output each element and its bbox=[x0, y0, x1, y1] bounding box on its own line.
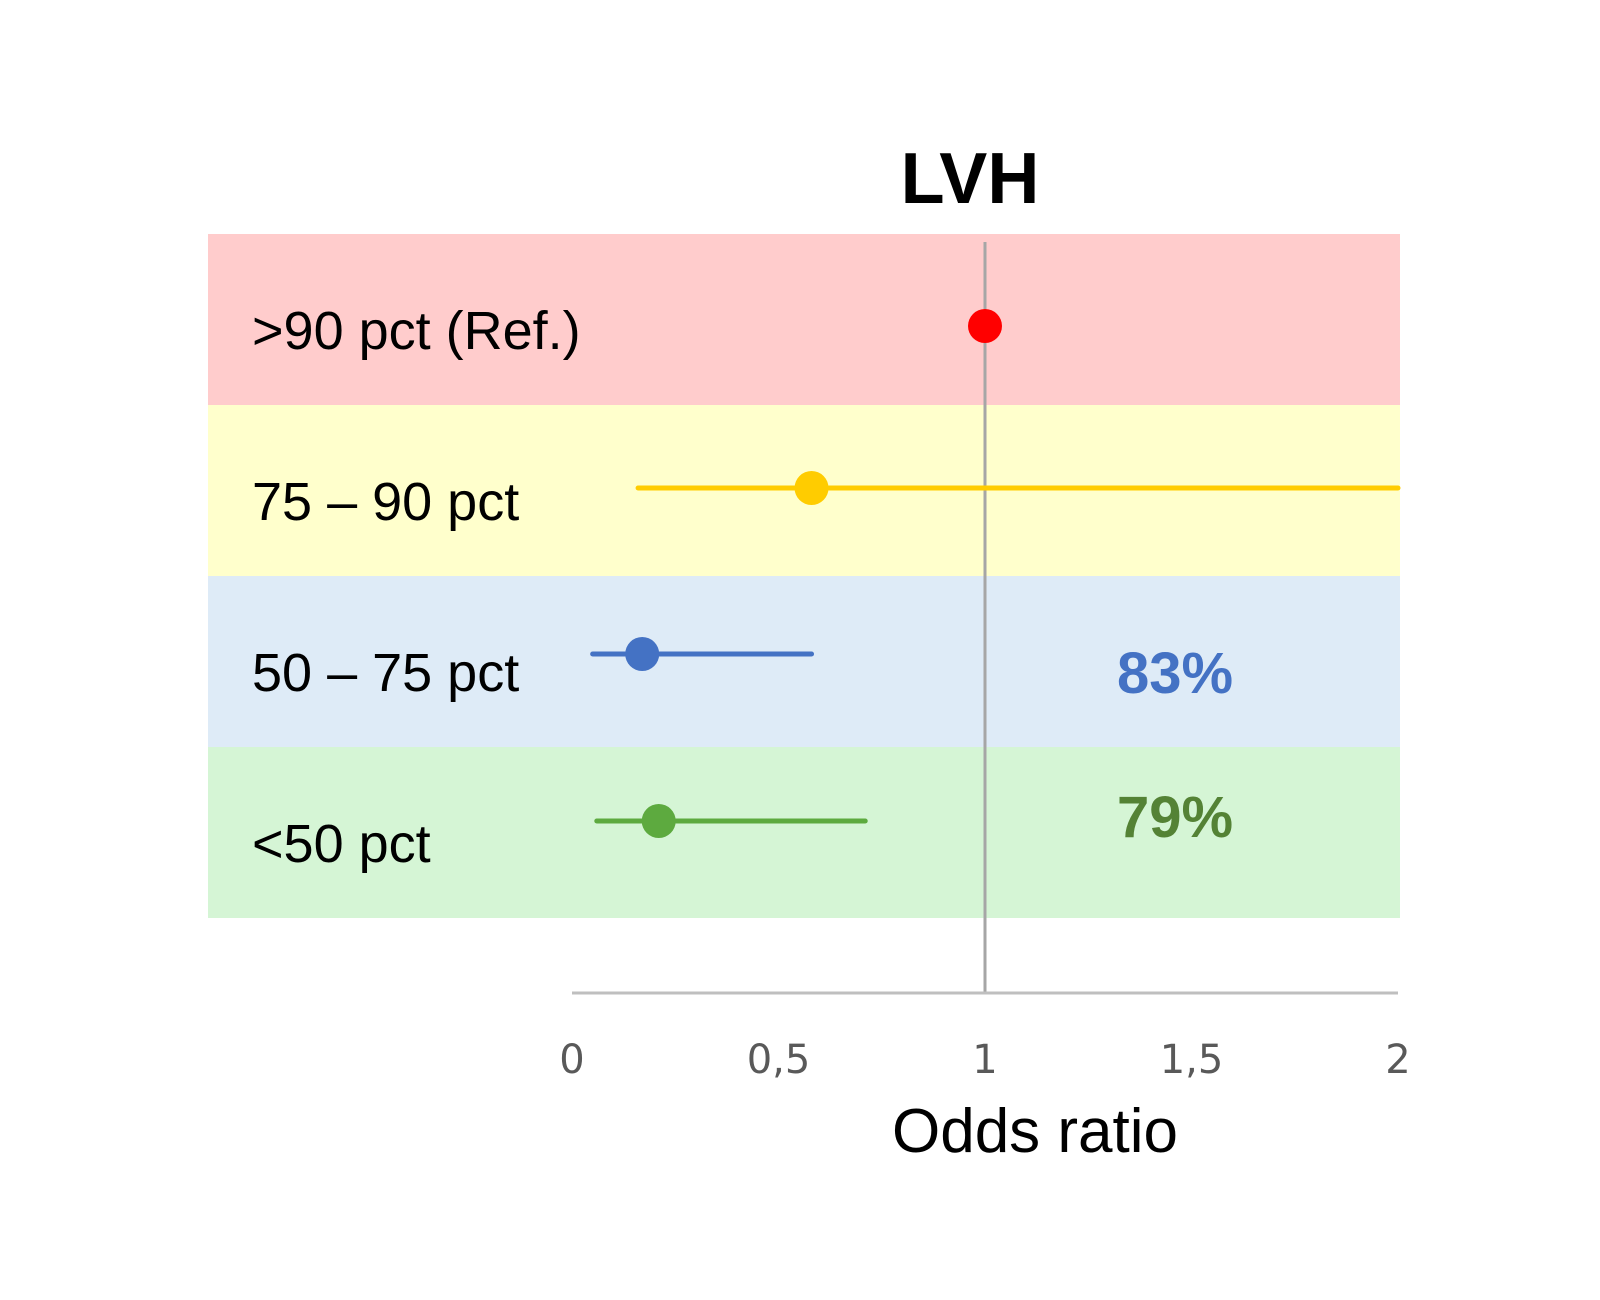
row-bands: >90 pct (Ref.) 75 – 90 pct 50 – 75 pct <50 … bbox=[208, 234, 1400, 918]
x-tick-label: 1,5 bbox=[1160, 1037, 1224, 1083]
row-annotation: 79% bbox=[1117, 785, 1233, 850]
row-label: 75 – 90 pct bbox=[252, 472, 519, 532]
x-tick-label: 0,5 bbox=[747, 1037, 811, 1083]
x-axis-label: Odds ratio bbox=[892, 1097, 1178, 1166]
x-tick-label: 1 bbox=[972, 1037, 997, 1083]
row-label: 50 – 75 pct bbox=[252, 643, 519, 703]
estimate-point bbox=[625, 637, 660, 671]
row-annotation: 83% bbox=[1117, 641, 1233, 706]
estimate-point bbox=[794, 471, 829, 505]
estimate-point bbox=[641, 804, 676, 838]
x-axis-ticks: 0 0,5 1 1,5 2 bbox=[559, 1037, 1410, 1083]
chart-title: LVH bbox=[901, 139, 1040, 219]
row-band bbox=[208, 234, 1400, 405]
row-band bbox=[208, 747, 1400, 918]
estimate-point bbox=[968, 309, 1002, 343]
row-label: >90 pct (Ref.) bbox=[252, 301, 581, 361]
x-tick-label: 2 bbox=[1385, 1037, 1410, 1083]
row-label: <50 pct bbox=[252, 814, 431, 874]
estimates: 83% 79% bbox=[590, 309, 1401, 850]
x-tick-label: 0 bbox=[559, 1037, 584, 1083]
row-band bbox=[208, 576, 1400, 747]
